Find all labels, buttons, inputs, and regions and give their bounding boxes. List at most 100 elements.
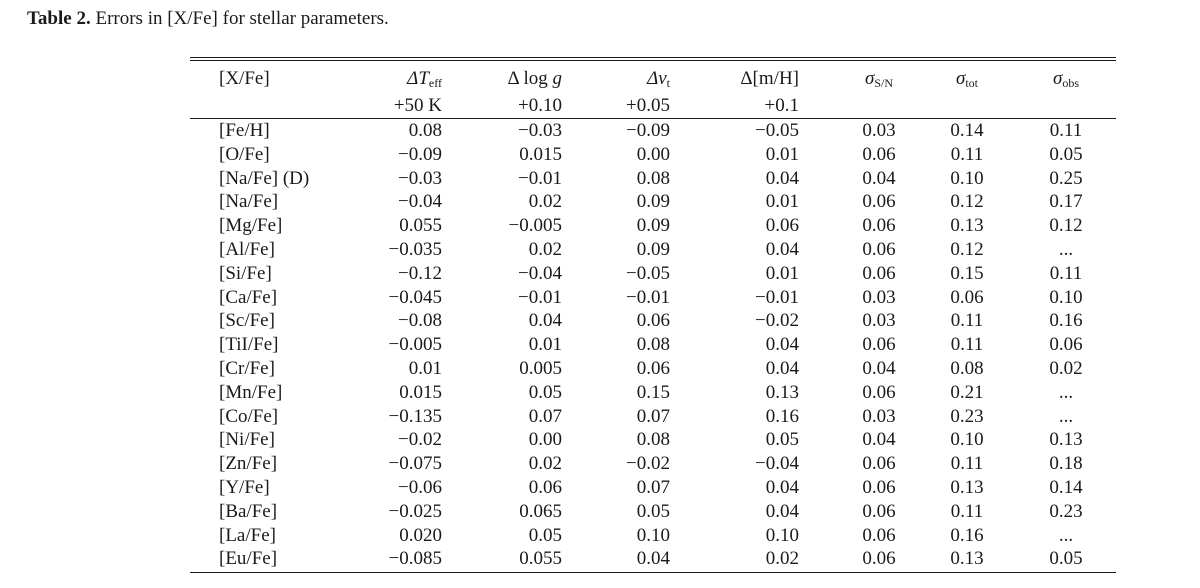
row-value: 0.02 [528, 453, 562, 475]
header-teff-step: +50 K [393, 95, 442, 116]
row-value: 0.04 [528, 310, 562, 332]
row-value: 0.04 [765, 357, 799, 379]
errors-table: [X/Fe] ΔTeff Δ log g Δvt Δ[m/H] σS/N σto… [190, 57, 1116, 574]
row-value: −0.05 [626, 262, 670, 284]
row-value: 0.06 [862, 262, 896, 284]
row-value: 0.06 [862, 334, 896, 356]
table-row: [Y/Fe] −0.06 0.06 0.07 0.04 0.06 0.13 0.14 [190, 476, 1116, 500]
table-row: [Al/Fe] −0.035 0.02 0.09 0.04 0.06 0.12... [190, 238, 1116, 262]
row-value: −0.01 [518, 167, 562, 189]
row-value: 0.05 [528, 524, 562, 546]
row-value: 0.11 [1049, 120, 1083, 141]
row-element-label: [Zn/Fe] [219, 453, 278, 475]
row-value: −0.08 [398, 310, 442, 332]
row-value: 0.05 [765, 429, 799, 451]
row-value: 0.05 [636, 500, 670, 522]
table-row: [TiI/Fe] −0.005 0.01 0.08 0.04 0.06 0.11 0.06 [190, 333, 1116, 357]
header-sigma-obs-symbol: σ [1052, 68, 1063, 89]
table-row: [Mg/Fe] 0.055 −0.005 0.09 0.06 0.06 0.13 0.12 [190, 214, 1116, 238]
header-element: [X/Fe] [219, 68, 270, 89]
header-sigma-tot: σtot [936, 67, 998, 95]
row-value: 0.15 [636, 381, 670, 403]
row-value: 0.16 [1049, 310, 1083, 332]
table-row: [Mn/Fe] 0.015 0.05 0.15 0.13 0.06 0.21... [190, 381, 1116, 405]
header-sigma-sn: σS/N [850, 67, 908, 95]
row-value: −0.03 [398, 167, 442, 189]
table-row: [Ca/Fe] −0.045 −0.01 −0.01 −0.01 0.03 0.06 0.10 [190, 286, 1116, 310]
row-value: 0.10 [1049, 286, 1083, 308]
table-row: [Cr/Fe] 0.01 0.005 0.06 0.04 0.04 0.08 0.02 [190, 357, 1116, 381]
header-delta-logg-var: g [552, 68, 563, 89]
row-value: −0.09 [398, 143, 442, 165]
table-row: [Sc/Fe] −0.08 0.04 0.06 −0.02 0.03 0.11 0.16 [190, 309, 1116, 333]
row-element-label: [Y/Fe] [219, 476, 270, 498]
row-value: 0.11 [950, 453, 984, 475]
row-value: 0.03 [862, 120, 896, 141]
row-value: 0.04 [862, 357, 896, 379]
row-element-label: [Eu/Fe] [219, 548, 278, 570]
row-element-label: [Mg/Fe] [219, 215, 283, 237]
row-value: 0.12 [950, 191, 984, 213]
row-value: 0.06 [862, 548, 896, 570]
table-top-rule-2 [190, 60, 1116, 61]
row-value: 0.01 [765, 143, 799, 165]
row-value: 0.07 [636, 476, 670, 498]
row-value: 0.05 [1049, 548, 1083, 570]
table-row: [Fe/H] 0.08 −0.03 −0.09 −0.05 0.03 0.14 0.11 [190, 119, 1116, 143]
row-value: ... [1058, 405, 1074, 427]
header-sigma-sn-sub: S/N [874, 76, 894, 90]
table-top-rule [190, 57, 1116, 58]
row-value: −0.09 [626, 120, 670, 141]
row-value: 0.02 [528, 238, 562, 260]
row-value: 0.06 [862, 143, 896, 165]
row-value: 0.06 [765, 215, 799, 237]
row-value: 0.04 [765, 476, 799, 498]
header-vt-step: +0.05 [626, 95, 670, 116]
row-value: 0.065 [519, 500, 562, 522]
table-row: [Co/Fe] −0.135 0.07 0.07 0.16 0.03 0.23... [190, 405, 1116, 429]
row-value: 0.04 [765, 167, 799, 189]
row-value: 0.04 [862, 429, 896, 451]
header-delta-vt: Δvt [647, 67, 670, 95]
row-value: −0.005 [388, 334, 442, 356]
table-caption: Table 2. Errors in [X/Fe] for stellar pa… [27, 6, 389, 32]
row-value: 0.08 [636, 334, 670, 356]
row-value: 0.020 [399, 524, 442, 546]
row-value: ... [1058, 238, 1074, 260]
row-value: −0.04 [518, 262, 562, 284]
row-value: −0.01 [755, 286, 799, 308]
row-value: 0.06 [950, 286, 984, 308]
row-value: −0.05 [755, 120, 799, 141]
row-value: −0.12 [398, 262, 442, 284]
row-value: 0.03 [862, 405, 896, 427]
row-value: 0.06 [636, 310, 670, 332]
row-value: −0.02 [626, 453, 670, 475]
row-value: −0.03 [518, 120, 562, 141]
row-element-label: [Na/Fe] [219, 191, 279, 213]
row-value: 0.11 [1049, 262, 1083, 284]
table-row: [O/Fe] −0.09 0.015 0.00 0.01 0.06 0.11 0.05 [190, 143, 1116, 167]
row-value: −0.01 [626, 286, 670, 308]
row-element-label: [Ni/Fe] [219, 429, 275, 451]
table-body: [Fe/H] 0.08 −0.03 −0.09 −0.05 0.03 0.14 0.11 [O/… [190, 119, 1116, 571]
row-value: −0.025 [388, 500, 442, 522]
row-value: 0.11 [950, 334, 984, 356]
row-value: 0.08 [636, 429, 670, 451]
row-value: 0.04 [765, 500, 799, 522]
row-value: 0.10 [950, 167, 984, 189]
row-value: 0.17 [1049, 191, 1083, 213]
row-value: 0.18 [1049, 453, 1083, 475]
table-caption-text: Errors in [X/Fe] for stellar parameters. [90, 8, 389, 29]
row-value: 0.08 [636, 167, 670, 189]
row-value: 0.07 [636, 405, 670, 427]
header-delta-teff: ΔTeff [407, 67, 442, 95]
row-value: 0.06 [862, 215, 896, 237]
table-row: [Na/Fe] −0.04 0.02 0.09 0.01 0.06 0.12 0.17 [190, 190, 1116, 214]
row-value: 0.03 [862, 310, 896, 332]
row-value: 0.055 [399, 215, 442, 237]
header-row-1: [X/Fe] ΔTeff Δ log g Δvt Δ[m/H] σS/N σto… [190, 67, 1116, 91]
row-value: 0.03 [862, 286, 896, 308]
row-value: −0.04 [398, 191, 442, 213]
row-value: 0.06 [862, 381, 896, 403]
table-row: [Ni/Fe] −0.02 0.00 0.08 0.05 0.04 0.10 0.13 [190, 428, 1116, 452]
